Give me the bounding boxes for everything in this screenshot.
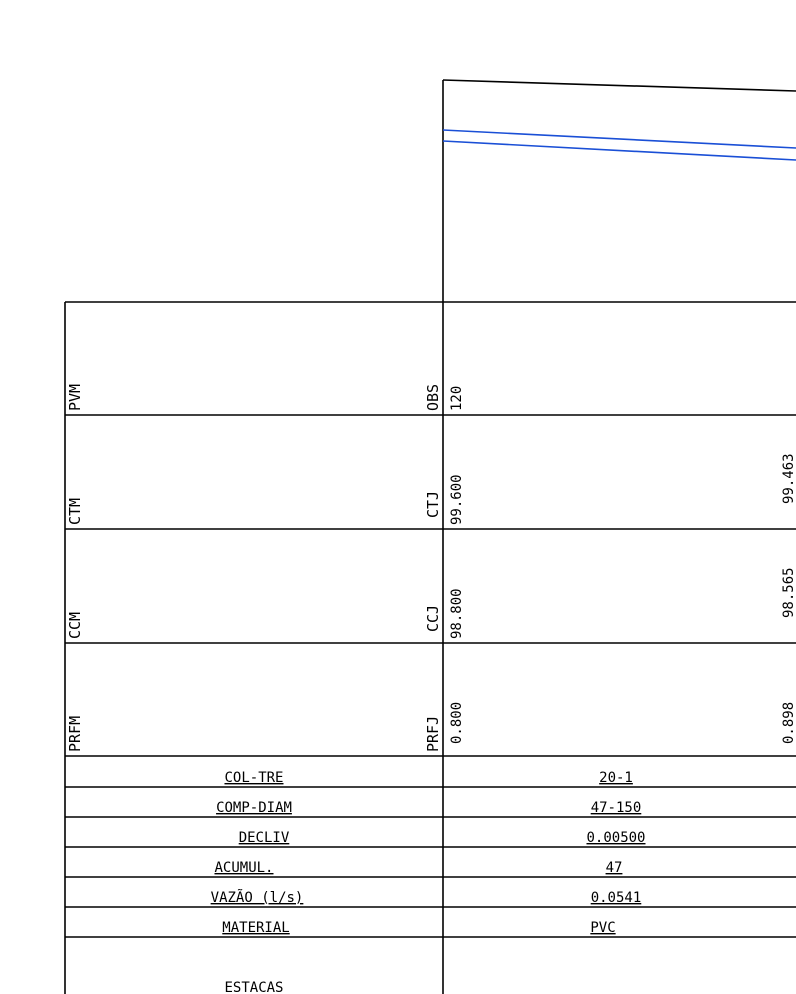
profile-table-grid <box>64 301 796 994</box>
data-row-label: MATERIAL <box>222 920 289 936</box>
prfm-right-label: PRFJ <box>424 716 442 752</box>
stations-row: ESTACAS <box>224 980 283 994</box>
data-row-label: ACUMUL. <box>214 860 273 876</box>
pvm-left-label: PVM <box>66 384 84 411</box>
data-row-comp-diam: COMP-DIAM 47-150 <box>216 800 641 816</box>
ctm-end-value: 99.463 <box>781 453 796 504</box>
ccm-start-value: 98.800 <box>449 588 465 639</box>
data-row-label: VAZÃO (l/s) <box>211 889 304 906</box>
pvm-start-value: 120 <box>449 386 465 411</box>
terrain-line <box>442 79 796 92</box>
data-row-vazao: VAZÃO (l/s) 0.0541 <box>211 889 642 906</box>
row-ctm: CTM CTJ 99.600 99.463 <box>66 453 796 525</box>
data-row-label: DECLIV <box>239 830 290 846</box>
ctm-start-value: 99.600 <box>449 474 465 525</box>
pipe-bottom-line <box>442 140 796 161</box>
data-row-value: 0.00500 <box>586 830 645 846</box>
prfm-end-value: 0.898 <box>781 702 796 744</box>
ctm-right-label: CTJ <box>424 491 442 518</box>
data-row-value: 47 <box>606 860 623 876</box>
data-row-label: COMP-DIAM <box>216 800 292 816</box>
prfm-left-label: PRFM <box>66 716 84 752</box>
data-row-value: 0.0541 <box>591 890 642 906</box>
data-row-value: PVC <box>590 920 615 936</box>
data-row-decliv: DECLIV 0.00500 <box>239 830 646 846</box>
pvm-right-label: OBS <box>424 384 442 411</box>
row-prfm: PRFM PRFJ 0.800 0.898 <box>66 702 796 752</box>
data-row-material: MATERIAL PVC <box>222 920 615 936</box>
ccm-right-label: CCJ <box>424 605 442 632</box>
data-row-label: COL-TRE <box>224 770 283 786</box>
profile-graph <box>442 79 796 302</box>
ccm-left-label: CCM <box>66 612 84 639</box>
pipe-top-line <box>442 129 796 149</box>
ctm-left-label: CTM <box>66 498 84 525</box>
row-pvm: PVM OBS 120 <box>66 384 465 411</box>
data-row-value: 47-150 <box>591 800 642 816</box>
data-row-value: 20-1 <box>599 770 633 786</box>
stations-label: ESTACAS <box>224 980 283 994</box>
prfm-start-value: 0.800 <box>449 702 465 744</box>
data-row-acumul: ACUMUL. 47 <box>214 860 622 876</box>
ccm-end-value: 98.565 <box>781 567 796 618</box>
row-ccm: CCM CCJ 98.800 98.565 <box>66 567 796 639</box>
data-row-col-tre: COL-TRE 20-1 <box>224 770 632 786</box>
